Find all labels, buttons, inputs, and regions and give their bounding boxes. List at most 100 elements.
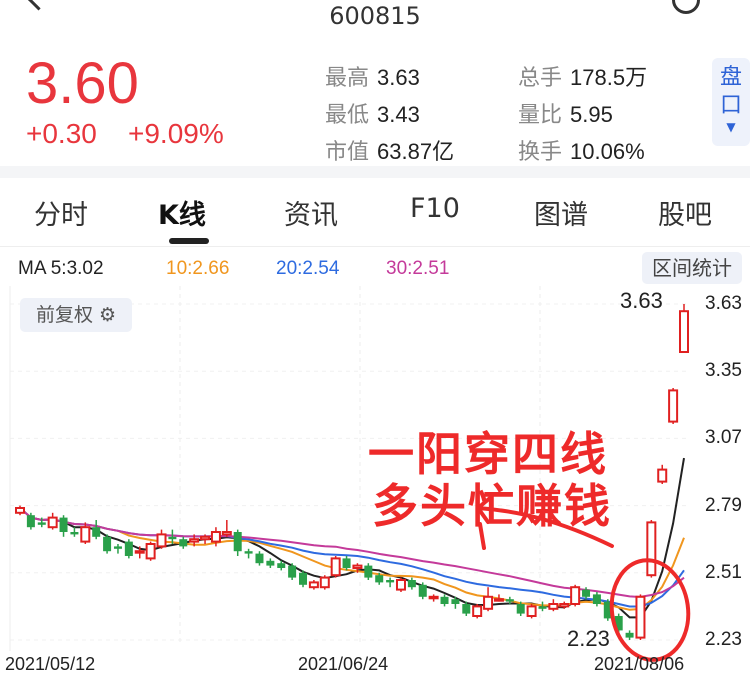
candle-up [493, 598, 504, 602]
x-tick-label: 2021/05/12 [5, 654, 96, 674]
candle-down [277, 563, 286, 568]
candle-up [221, 531, 232, 536]
candle-up [526, 605, 537, 617]
candle-up [548, 603, 559, 610]
candle-down [37, 522, 46, 525]
candle-down [26, 515, 35, 528]
candle-down [418, 584, 427, 597]
candle-up [308, 581, 319, 589]
tab-intraday[interactable]: 分时 [34, 200, 88, 231]
y-tick-label: 2.79 [705, 494, 742, 516]
high-price-label: 3.63 [620, 288, 663, 313]
candle-down [179, 539, 188, 547]
candle-up [47, 516, 58, 529]
candle-up [319, 576, 330, 589]
annotation-line1: 一阳穿四线 [368, 427, 608, 481]
candle-up [330, 557, 341, 577]
candle-down [288, 565, 297, 578]
x-tick-label: 2021/06/24 [298, 654, 389, 674]
candle-up [570, 586, 581, 606]
kline-chart[interactable] [0, 286, 750, 680]
tab-graph[interactable]: 图谱 [534, 200, 588, 231]
candle-down [614, 616, 623, 631]
low-price-label: 2.23 [567, 626, 610, 651]
stat-volume-ratio: 量比 5.95 [518, 102, 613, 127]
candle-down [244, 551, 253, 554]
price-change-pct: +9.09% [128, 118, 224, 149]
candle-up [657, 468, 668, 483]
order-book-button[interactable]: 盘口 ▼ [712, 58, 750, 146]
candle-down [70, 532, 79, 535]
candle-down [364, 565, 373, 578]
candle-down [255, 553, 264, 564]
candle-up [559, 603, 570, 608]
candle-up [668, 389, 679, 423]
candle-down [92, 527, 101, 537]
stat-market-cap: 市值 63.87亿 [325, 139, 455, 164]
candle-up [646, 521, 657, 577]
candle-down [375, 575, 384, 583]
adjust-button[interactable]: 前复权 ⚙ [20, 298, 132, 332]
candle-up [472, 605, 483, 617]
candle-down [59, 517, 68, 532]
candle-up [189, 538, 200, 543]
annotation-line2: 多头忙赚钱 [372, 479, 612, 533]
candle-up [80, 526, 91, 543]
candle-down [451, 599, 460, 604]
y-tick-label: 3.07 [705, 427, 742, 449]
stat-turnover: 换手 10.06% [518, 139, 645, 164]
candle-up [483, 595, 494, 610]
candle-up [15, 507, 25, 514]
tab-kline[interactable]: K线 [158, 200, 206, 231]
candle-up [395, 579, 406, 591]
current-price: 3.60 [26, 51, 139, 116]
candle-up [156, 533, 167, 548]
candle-down [625, 632, 634, 638]
tab-news[interactable]: 资讯 [284, 200, 338, 231]
candle-down [168, 536, 177, 540]
stat-low: 最低 3.43 [325, 102, 420, 127]
y-tick-label: 2.51 [705, 561, 742, 583]
candle-down [592, 594, 601, 604]
range-stats-button[interactable]: 区间统计 [642, 252, 742, 284]
candle-up [635, 595, 646, 639]
price-change: +0.30 [26, 118, 97, 149]
stat-high: 最高 3.63 [325, 65, 420, 90]
candle-down [233, 532, 242, 552]
candle-up [145, 543, 156, 560]
candle-down [103, 536, 112, 552]
y-tick-label: 3.35 [705, 360, 742, 382]
candle-down [266, 560, 275, 566]
candle-down [603, 601, 612, 619]
divider [0, 246, 750, 247]
candle-up [134, 550, 145, 554]
candle-down [538, 606, 547, 609]
candle-up [679, 310, 689, 353]
ma20-value: 20:2.54 [276, 258, 340, 279]
divider [0, 166, 750, 178]
candle-down [462, 604, 471, 614]
candle-up [428, 595, 439, 600]
ma5-value: MA 5:3.02 [18, 258, 104, 279]
stat-volume: 总手 178.5万 [518, 65, 648, 90]
candle-down [407, 580, 416, 588]
x-tick-label: 2021/08/06 [594, 654, 685, 674]
candle-down [516, 604, 525, 614]
candle-up [352, 564, 363, 570]
tab-f10[interactable]: F10 [410, 193, 460, 224]
annotation-circle [609, 558, 691, 662]
tab-forum[interactable]: 股吧 [658, 200, 712, 231]
active-tab-indicator [169, 238, 209, 244]
candle-down [342, 558, 351, 568]
candle-down [113, 546, 122, 549]
y-tick-label: 2.23 [705, 629, 742, 650]
y-tick-label: 3.63 [705, 293, 742, 314]
candle-down [582, 589, 591, 597]
candle-down [124, 541, 133, 556]
ma10-value: 10:2.66 [166, 258, 230, 279]
candle-down [386, 580, 395, 583]
candle-down [440, 596, 449, 604]
candle-up [200, 535, 211, 541]
candle-down [299, 572, 308, 585]
candle-up [210, 531, 221, 543]
